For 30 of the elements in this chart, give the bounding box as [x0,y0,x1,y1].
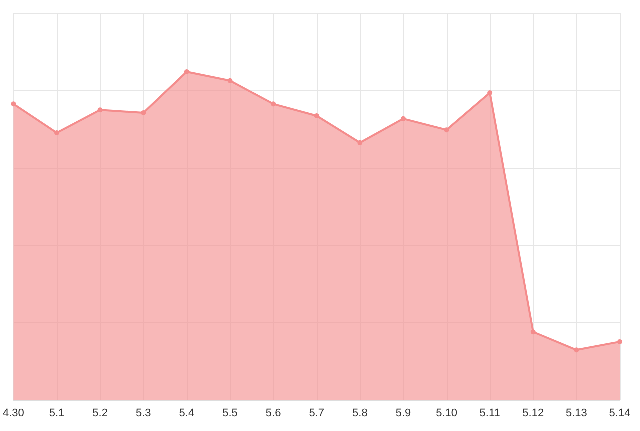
x-tick-label: 5.12 [522,408,544,420]
point [574,348,580,353]
x-tick-label: 5.13 [566,408,588,420]
x-tick-label: 5.10 [436,408,458,420]
point [184,70,190,75]
x-tick-label: 5.9 [396,408,412,420]
point [400,116,406,122]
x-tick-label: 5.6 [266,408,282,420]
x-tick-label: 5.5 [222,408,238,420]
x-tick-label: 5.11 [480,408,500,420]
point [271,102,276,107]
point [141,110,146,116]
x-tick-label: 5.2 [92,408,108,420]
x-tick-label: 5.7 [309,408,324,420]
x-tick-label: 5.3 [136,408,152,420]
point [11,102,16,107]
point [444,128,450,133]
x-tick-label: 5.4 [179,408,195,420]
point [488,90,493,96]
x-tick-label: 5.8 [352,408,368,420]
x-tick-label: 5.1 [49,408,65,420]
x-tick-label: 5.14 [609,408,631,420]
point [530,330,536,335]
point [228,78,233,84]
point [618,339,622,344]
point [358,140,363,146]
point [98,108,103,113]
point [314,113,320,118]
point [54,130,60,136]
x-tick-label: 4.30 [2,408,24,420]
